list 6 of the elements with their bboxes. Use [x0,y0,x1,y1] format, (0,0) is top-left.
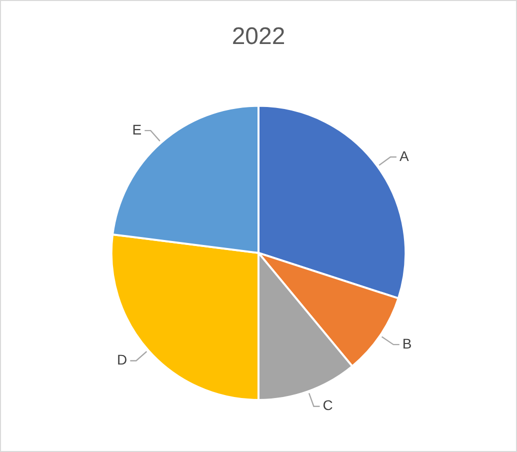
slice-label: D [117,352,128,368]
slice-label: B [402,335,412,352]
chart-title: 2022 [232,23,286,50]
slice-label: E [132,121,142,138]
slice-label: A [399,148,410,164]
slice-label: C [322,397,333,414]
